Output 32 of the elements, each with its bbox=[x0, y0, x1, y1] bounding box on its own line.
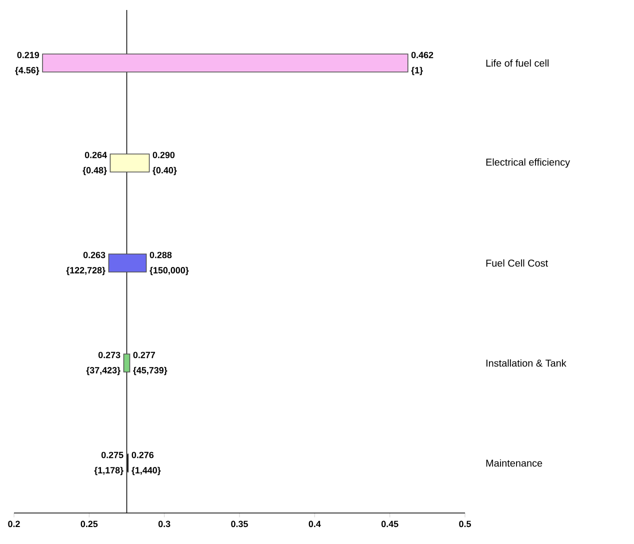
annotation: 0.462 bbox=[411, 52, 434, 58]
annotation: 0.263 bbox=[83, 252, 106, 258]
annotation: {1,440} bbox=[132, 466, 161, 476]
annotation: {122,728} bbox=[66, 266, 106, 276]
annotation: {0.48} bbox=[82, 166, 107, 176]
annotation: 0.264 bbox=[84, 152, 107, 158]
x-tick-label: 0.45 bbox=[381, 520, 398, 528]
annotation: 0.290 bbox=[152, 152, 175, 158]
x-tick-label: 0.25 bbox=[80, 520, 98, 528]
annotation: {45,739} bbox=[133, 366, 168, 376]
annotation: 0.219 bbox=[17, 52, 40, 58]
y-tick-label: Life of fuel cell bbox=[486, 59, 549, 67]
annotation: {1} bbox=[411, 66, 423, 76]
x-tick-label: 0.4 bbox=[308, 520, 321, 528]
y-tick-label: Installation & Tank bbox=[486, 359, 566, 367]
y-tick-label: Electrical efficiency bbox=[486, 158, 570, 168]
y-tick-label: Fuel Cell Cost bbox=[486, 259, 548, 267]
x-tick-label: 0.2 bbox=[8, 520, 20, 528]
x-tick-label: 0.5 bbox=[459, 520, 471, 528]
annotation: {150,000} bbox=[150, 266, 189, 276]
x-tick-label: 0.3 bbox=[158, 520, 170, 528]
annotation: {4.56} bbox=[15, 66, 40, 76]
x-tick-label: 0.35 bbox=[231, 520, 248, 528]
annotation: 0.273 bbox=[98, 352, 120, 358]
y-tick-label: Maintenance bbox=[486, 459, 542, 467]
annotation: {1,178} bbox=[94, 466, 124, 476]
annotation: 0.276 bbox=[132, 452, 154, 458]
annotation: 0.277 bbox=[133, 352, 155, 358]
annotation: {37,423} bbox=[86, 366, 120, 376]
annotation: {0.40} bbox=[152, 166, 177, 176]
annotation: 0.275 bbox=[101, 452, 124, 458]
annotation: 0.288 bbox=[150, 252, 172, 258]
